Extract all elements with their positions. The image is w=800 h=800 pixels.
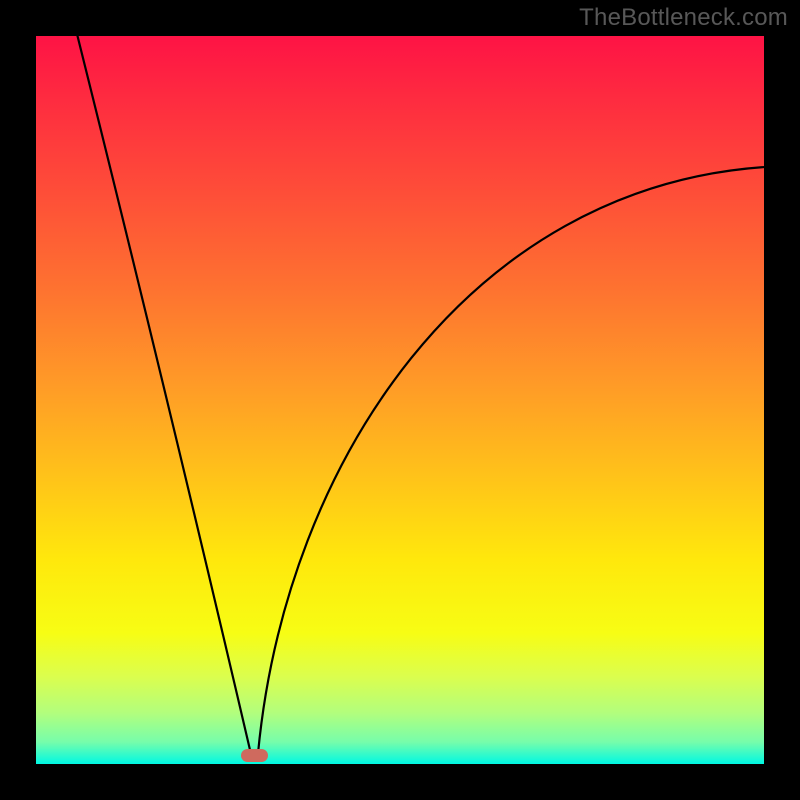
chart-frame: TheBottleneck.com: [0, 0, 800, 800]
watermark-text: TheBottleneck.com: [579, 4, 788, 32]
plot-area: [36, 36, 764, 764]
minimum-marker: [241, 749, 268, 762]
bottleneck-curve: [36, 36, 764, 764]
